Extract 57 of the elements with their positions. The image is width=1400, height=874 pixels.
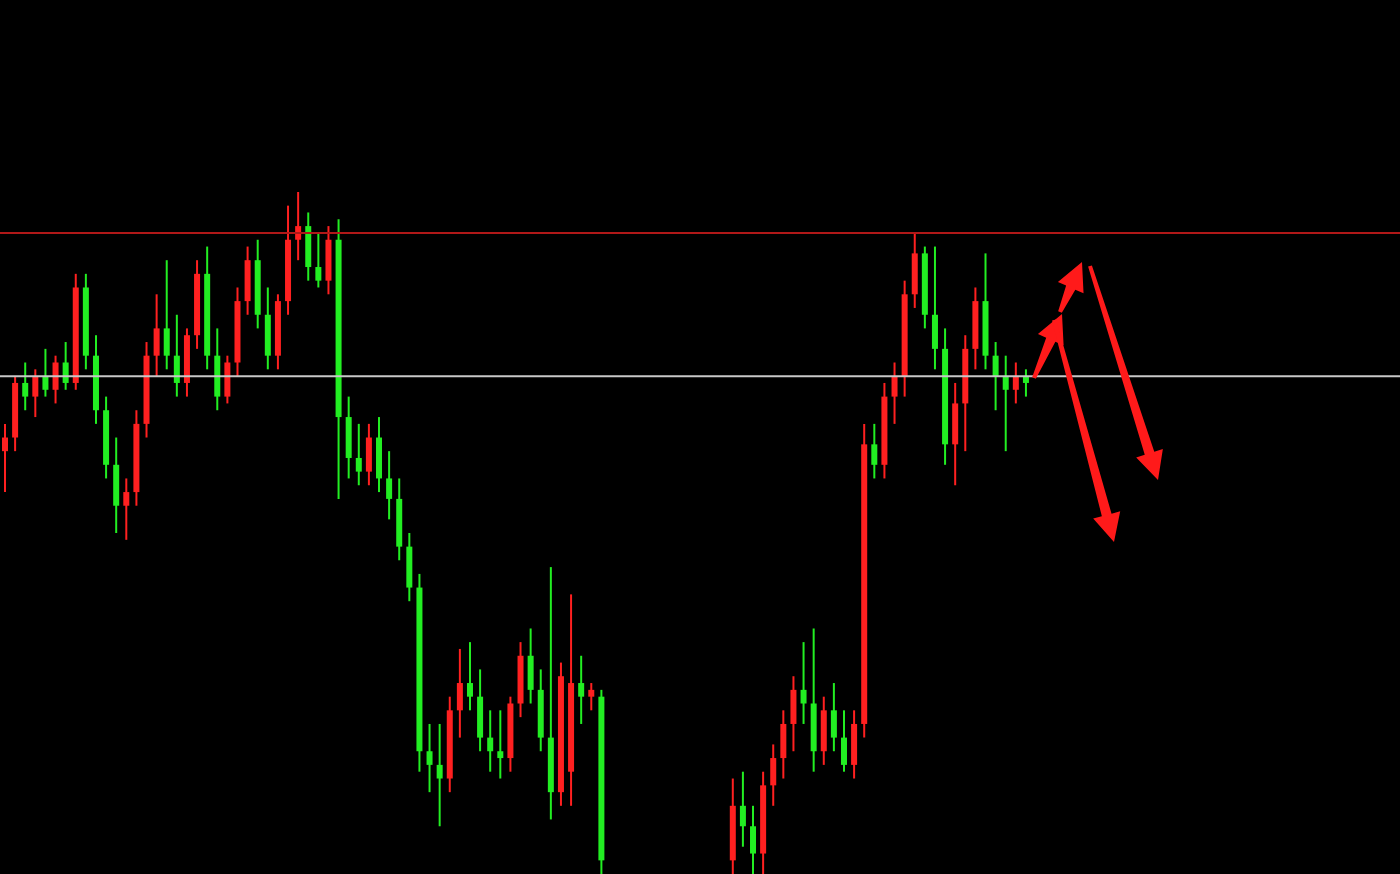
candlestick xyxy=(163,259,170,371)
candlestick xyxy=(386,450,393,521)
candlestick xyxy=(22,361,29,412)
candlestick xyxy=(264,286,271,371)
candlestick xyxy=(790,675,797,753)
candlestick xyxy=(517,641,524,719)
candlestick xyxy=(315,231,322,289)
candlestick xyxy=(466,641,473,712)
candlestick xyxy=(527,627,534,705)
candlestick xyxy=(739,770,746,848)
candlestick xyxy=(376,416,383,494)
candlestick xyxy=(891,361,898,425)
candlestick xyxy=(871,422,878,480)
candlestick xyxy=(173,313,180,398)
candlestick xyxy=(355,422,362,487)
candlestick xyxy=(578,654,585,725)
candlestick xyxy=(770,743,777,807)
candlestick xyxy=(972,286,979,371)
candlestick xyxy=(487,709,494,773)
candlestick xyxy=(537,668,544,753)
candlestick xyxy=(244,245,251,316)
candlestick xyxy=(588,682,595,712)
candlestick xyxy=(183,327,190,398)
candlestick xyxy=(800,641,807,725)
candlestick xyxy=(952,381,959,487)
candlestick xyxy=(325,225,332,296)
candlestick xyxy=(396,477,403,562)
candlestick xyxy=(436,722,443,828)
candlestick xyxy=(2,422,8,494)
candlestick xyxy=(820,695,827,766)
candlestick xyxy=(1012,361,1019,405)
candlestick xyxy=(214,327,221,412)
candlestick xyxy=(911,231,918,309)
candlestick xyxy=(365,422,372,487)
candlestick xyxy=(305,211,312,282)
candlestick xyxy=(931,245,938,371)
candlestick xyxy=(113,436,120,534)
candlestick xyxy=(52,354,59,405)
candlestick xyxy=(123,477,130,541)
candlestick xyxy=(42,347,49,398)
candlestick xyxy=(992,341,999,412)
candlestick xyxy=(456,647,463,739)
candlestick xyxy=(840,709,847,773)
candlestick xyxy=(406,532,413,603)
candlestick xyxy=(224,354,231,405)
candlestick xyxy=(477,668,484,753)
candlestick xyxy=(851,709,858,780)
candlestick xyxy=(780,709,787,780)
candlestick xyxy=(153,293,160,378)
candlestick xyxy=(345,395,352,480)
candlestick xyxy=(810,627,817,773)
candlestick xyxy=(32,368,39,419)
candlestick xyxy=(750,804,757,874)
candlestick xyxy=(830,682,837,753)
candlestick xyxy=(497,709,504,780)
candlestick xyxy=(426,722,433,794)
candlestick xyxy=(1002,354,1009,453)
